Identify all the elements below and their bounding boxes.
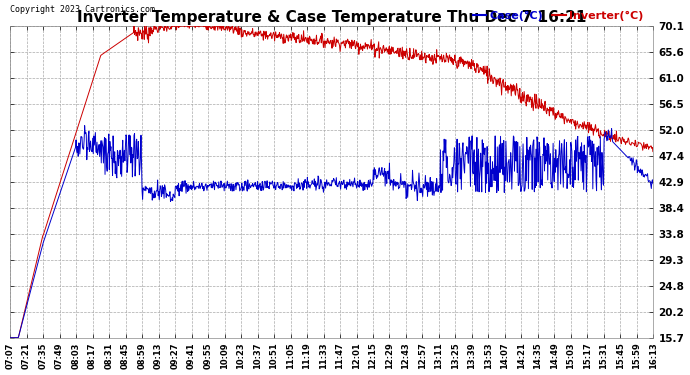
Text: Copyright 2023 Cartronics.com: Copyright 2023 Cartronics.com	[10, 4, 155, 13]
Title: Inverter Temperature & Case Temperature Thu Dec 7 16:21: Inverter Temperature & Case Temperature …	[77, 10, 586, 25]
Legend: Case(°C), Inverter(°C): Case(°C), Inverter(°C)	[469, 7, 648, 26]
